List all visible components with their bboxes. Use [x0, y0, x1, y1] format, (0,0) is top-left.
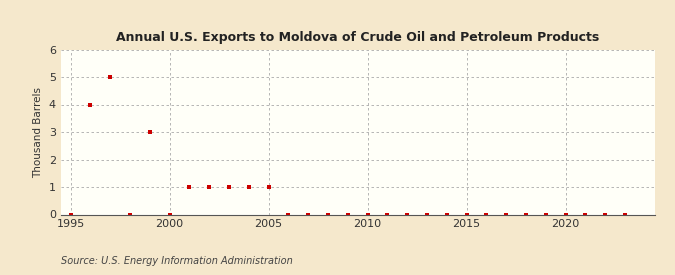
Title: Annual U.S. Exports to Moldova of Crude Oil and Petroleum Products: Annual U.S. Exports to Moldova of Crude …: [116, 31, 599, 44]
Y-axis label: Thousand Barrels: Thousand Barrels: [33, 87, 43, 177]
Text: Source: U.S. Energy Information Administration: Source: U.S. Energy Information Administ…: [61, 256, 292, 266]
